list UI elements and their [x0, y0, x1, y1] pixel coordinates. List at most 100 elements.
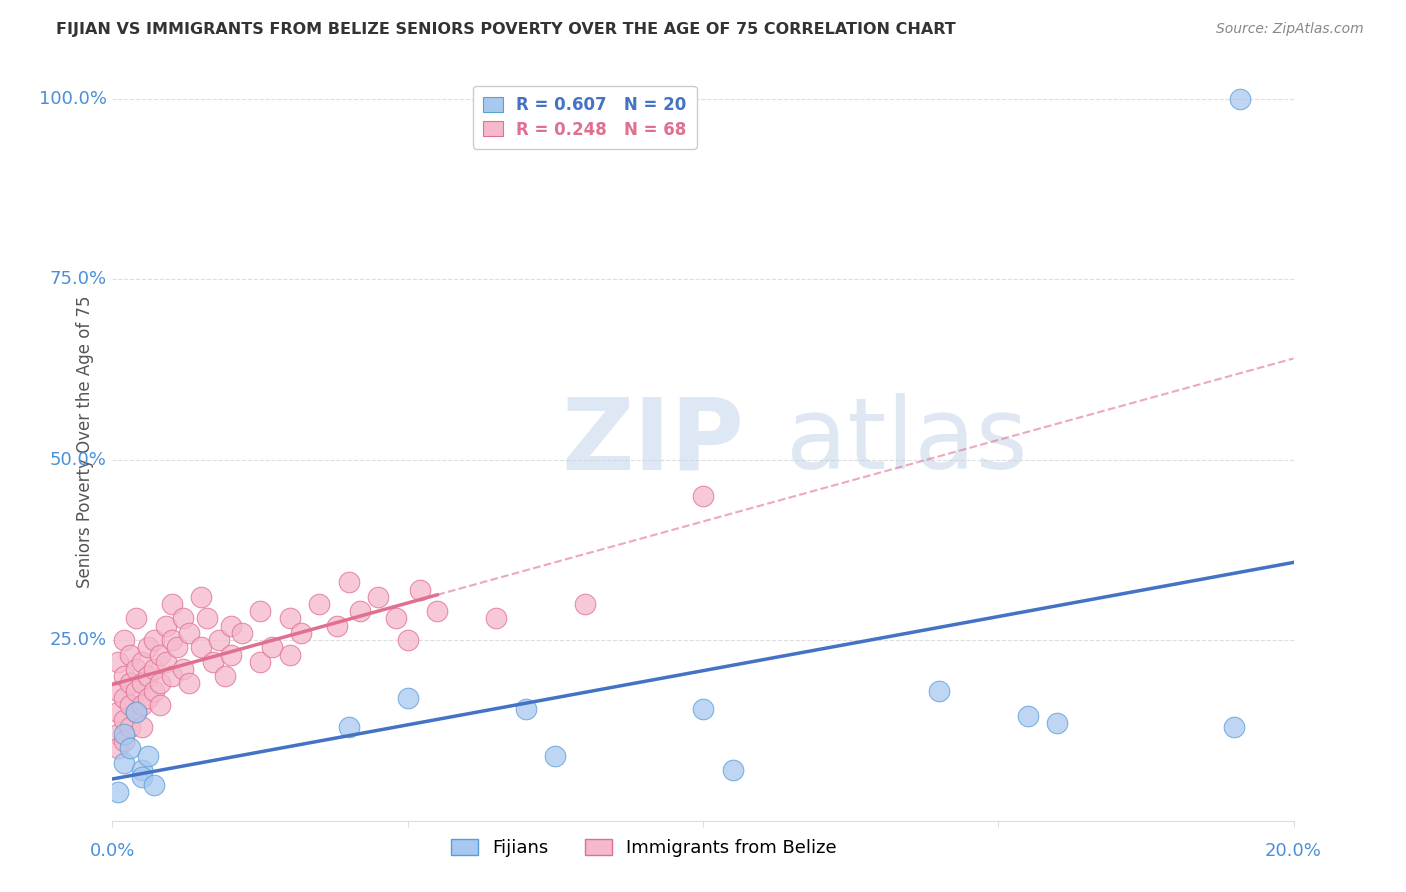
Point	[125, 706, 148, 720]
Point	[515, 702, 537, 716]
Point	[112, 756, 135, 770]
Text: atlas: atlas	[786, 393, 1028, 490]
Point	[928, 683, 950, 698]
Text: ZIP: ZIP	[561, 393, 744, 490]
Point	[131, 720, 153, 734]
Point	[142, 683, 165, 698]
Point	[112, 713, 135, 727]
Point	[120, 676, 142, 690]
Point	[136, 748, 159, 763]
Point	[142, 778, 165, 792]
Point	[160, 633, 183, 648]
Text: 25.0%: 25.0%	[49, 632, 107, 649]
Point	[249, 604, 271, 618]
Point	[172, 662, 194, 676]
Point	[136, 669, 159, 683]
Point	[172, 611, 194, 625]
Point	[692, 489, 714, 503]
Point	[544, 748, 567, 763]
Point	[155, 618, 177, 632]
Point	[308, 597, 330, 611]
Point	[1046, 716, 1069, 731]
Point	[142, 662, 165, 676]
Point	[107, 727, 129, 741]
Text: 20.0%: 20.0%	[1265, 842, 1322, 860]
Legend: Fijians, Immigrants from Belize: Fijians, Immigrants from Belize	[444, 832, 844, 864]
Point	[721, 763, 744, 777]
Point	[408, 582, 430, 597]
Text: 100.0%: 100.0%	[38, 89, 107, 108]
Text: 0.0%: 0.0%	[90, 842, 135, 860]
Point	[107, 741, 129, 756]
Text: FIJIAN VS IMMIGRANTS FROM BELIZE SENIORS POVERTY OVER THE AGE OF 75 CORRELATION : FIJIAN VS IMMIGRANTS FROM BELIZE SENIORS…	[56, 22, 956, 37]
Point	[349, 604, 371, 618]
Point	[136, 690, 159, 705]
Point	[179, 626, 201, 640]
Point	[120, 698, 142, 712]
Point	[125, 683, 148, 698]
Point	[249, 655, 271, 669]
Point	[120, 648, 142, 662]
Text: 75.0%: 75.0%	[49, 270, 107, 288]
Point	[201, 655, 224, 669]
Point	[166, 640, 188, 655]
Point	[125, 706, 148, 720]
Point	[136, 640, 159, 655]
Point	[112, 633, 135, 648]
Point	[107, 785, 129, 799]
Point	[278, 648, 301, 662]
Point	[396, 633, 419, 648]
Point	[214, 669, 236, 683]
Point	[149, 676, 172, 690]
Point	[155, 655, 177, 669]
Point	[1223, 720, 1246, 734]
Point	[278, 611, 301, 625]
Point	[112, 734, 135, 748]
Point	[131, 763, 153, 777]
Point	[107, 655, 129, 669]
Point	[131, 676, 153, 690]
Point	[125, 662, 148, 676]
Point	[326, 618, 349, 632]
Point	[426, 604, 449, 618]
Text: 50.0%: 50.0%	[49, 450, 107, 468]
Point	[131, 655, 153, 669]
Point	[112, 690, 135, 705]
Point	[231, 626, 253, 640]
Point	[260, 640, 283, 655]
Y-axis label: Seniors Poverty Over the Age of 75: Seniors Poverty Over the Age of 75	[76, 295, 94, 588]
Point	[149, 698, 172, 712]
Text: Source: ZipAtlas.com: Source: ZipAtlas.com	[1216, 22, 1364, 37]
Point	[179, 676, 201, 690]
Point	[385, 611, 408, 625]
Point	[219, 648, 242, 662]
Point	[142, 633, 165, 648]
Point	[131, 698, 153, 712]
Point	[160, 597, 183, 611]
Point	[190, 590, 212, 604]
Point	[367, 590, 389, 604]
Point	[396, 690, 419, 705]
Point	[574, 597, 596, 611]
Point	[107, 683, 129, 698]
Point	[1017, 709, 1039, 723]
Point	[219, 618, 242, 632]
Point	[125, 611, 148, 625]
Point	[160, 669, 183, 683]
Point	[112, 669, 135, 683]
Point	[149, 648, 172, 662]
Point	[190, 640, 212, 655]
Point	[1229, 91, 1251, 105]
Point	[195, 611, 218, 625]
Point	[107, 706, 129, 720]
Point	[337, 720, 360, 734]
Point	[112, 727, 135, 741]
Point	[208, 633, 231, 648]
Point	[131, 770, 153, 784]
Point	[485, 611, 508, 625]
Point	[120, 741, 142, 756]
Point	[120, 720, 142, 734]
Point	[337, 575, 360, 590]
Point	[290, 626, 312, 640]
Point	[692, 702, 714, 716]
